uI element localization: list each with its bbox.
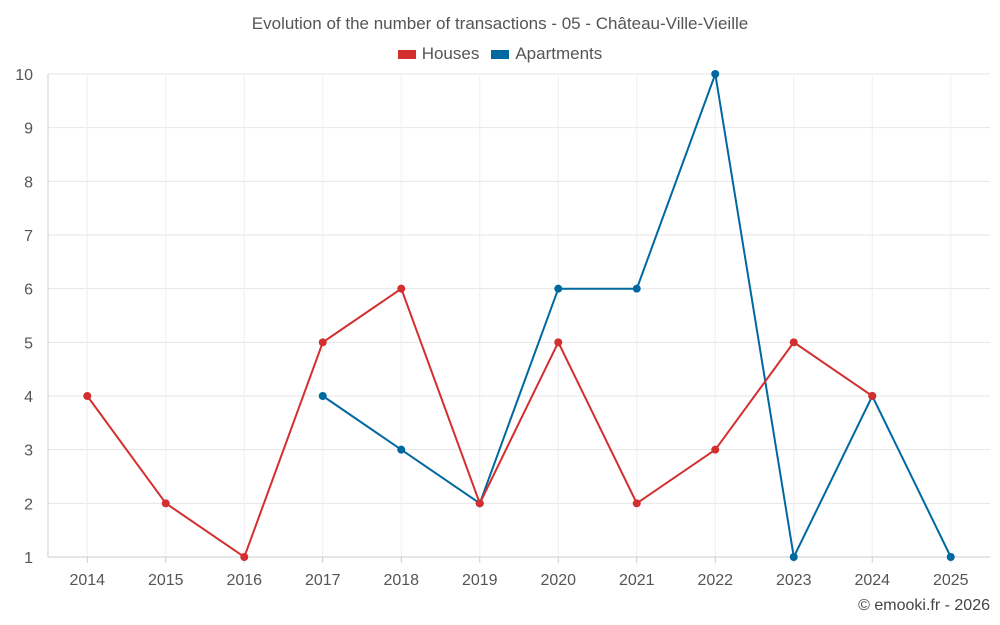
data-point-apartments-2023[interactable] [789,553,798,561]
data-point-houses-2022[interactable] [711,445,720,454]
x-tick-label: 2015 [148,572,184,589]
y-tick-label: 7 [24,228,33,245]
data-point-apartments-2018[interactable] [397,445,406,454]
data-point-houses-2014[interactable] [83,392,92,400]
data-point-apartments-2017[interactable] [318,392,327,400]
data-point-apartments-2025[interactable] [946,553,955,561]
x-tick-label: 2014 [69,572,105,589]
x-tick-label: 2017 [305,572,341,589]
y-tick-label: 9 [24,121,33,138]
legend-swatch-houses [397,49,416,59]
y-tick-label: 8 [24,174,33,191]
legend-item-apartments[interactable]: Apartments [491,44,602,64]
data-point-houses-2019[interactable] [475,499,484,508]
x-tick-label: 2025 [933,572,969,589]
legend-label-houses: Houses [421,44,480,63]
data-point-apartments-2020[interactable] [554,284,563,293]
legend: Houses Apartments [0,44,1000,64]
x-tick-label: 2018 [383,572,419,589]
data-point-apartments-2021[interactable] [632,284,641,293]
chart-title: Evolution of the number of transactions … [251,14,749,33]
x-tick-label: 2019 [462,572,498,589]
data-point-houses-2021[interactable] [632,499,641,508]
data-point-houses-2020[interactable] [554,338,563,347]
x-tick-label: 2020 [540,572,576,589]
x-tick-label: 2016 [226,572,262,589]
legend-swatch-apartments [491,49,510,59]
legend-item-houses[interactable]: Houses [397,44,480,64]
x-tick-label: 2022 [697,572,733,589]
data-point-houses-2015[interactable] [161,499,170,508]
y-tick-label: 3 [24,443,33,460]
x-tick-label: 2021 [619,572,655,589]
y-tick-label: 1 [24,550,33,567]
legend-label-apartments: Apartments [515,44,603,63]
data-point-apartments-2022[interactable] [711,70,720,78]
y-tick-label: 2 [24,496,33,513]
y-tick-label: 6 [24,282,33,299]
y-tick-label: 10 [15,67,33,84]
data-point-houses-2023[interactable] [789,338,798,347]
credit-text: © emooki.fr - 2026 [858,597,990,614]
y-tick-label: 4 [24,389,33,406]
data-point-houses-2017[interactable] [318,338,327,347]
data-point-houses-2018[interactable] [397,284,406,293]
x-tick-label: 2024 [854,572,890,589]
x-tick-label: 2023 [776,572,812,589]
data-point-houses-2016[interactable] [240,553,249,561]
y-tick-label: 5 [24,335,33,352]
data-point-houses-2024[interactable] [868,392,877,400]
